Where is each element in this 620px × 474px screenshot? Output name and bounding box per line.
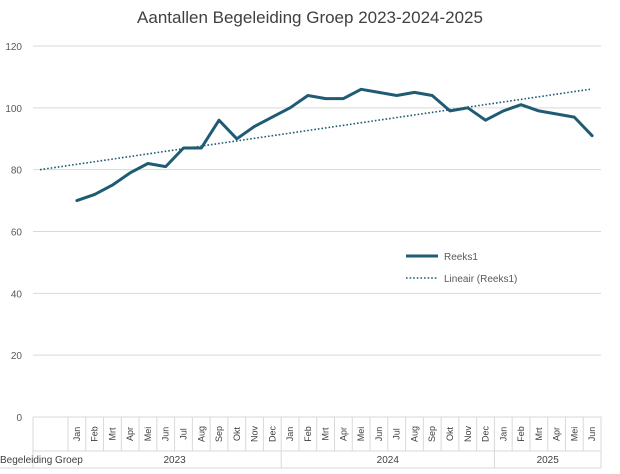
x-tick-label: Jul xyxy=(392,428,402,440)
x-tick-label: Apr xyxy=(552,427,562,441)
year-label: 2025 xyxy=(537,455,560,466)
x-tick-label: Apr xyxy=(338,427,348,441)
x-tick-label: Sep xyxy=(214,426,224,442)
x-tick-label: Apr xyxy=(125,427,135,441)
x-tick-label: Jul xyxy=(178,428,188,440)
x-tick-label: Dec xyxy=(481,426,491,443)
x-tick-label: Aug xyxy=(409,426,419,442)
x-tick-label: Mei xyxy=(143,427,153,442)
x-tick-label: Mrt xyxy=(321,427,331,440)
x-tick-label: Mrt xyxy=(107,427,117,440)
series-lines xyxy=(75,87,594,203)
legend: Reeks1 Lineair (Reeks1) xyxy=(406,252,517,285)
year-label: 2024 xyxy=(377,455,400,466)
gridlines xyxy=(33,45,601,418)
x-tick-label: Aug xyxy=(196,426,206,442)
trendline-line xyxy=(39,88,591,171)
x-tick-label: Jan xyxy=(498,427,508,442)
chart-title: Aantallen Begeleiding Groep 2023-2024-20… xyxy=(137,8,483,27)
x-tick-label: Dec xyxy=(267,426,277,443)
x-tick-label: Jun xyxy=(161,427,171,442)
x-tick-label: Nov xyxy=(250,426,260,443)
x-tick-label: Mei xyxy=(569,427,579,442)
trendline xyxy=(39,88,591,171)
y-tick-label: 120 xyxy=(5,42,22,53)
x-tick-label: Feb xyxy=(90,426,100,442)
x-axis: Jan Feb Mrt Apr Mei Jun Jul Aug Sep Okt Nov Dec Jan F… xyxy=(0,417,602,469)
y-tick-label: 100 xyxy=(5,104,22,115)
legend-label-series: Reeks1 xyxy=(444,252,478,263)
x-tick-label: Okt xyxy=(445,427,455,442)
x-tick-label: Feb xyxy=(303,426,313,442)
y-tick-label: 60 xyxy=(11,228,23,239)
y-tick-label: 80 xyxy=(11,166,23,177)
x-tick-label: Jan xyxy=(285,427,295,442)
x-tick-label: Jun xyxy=(587,427,597,442)
x-tick-label: Nov xyxy=(463,426,473,443)
y-tick-label: 20 xyxy=(11,351,23,362)
series-line xyxy=(75,87,594,203)
year-label: 2023 xyxy=(163,455,186,466)
x-tick-label: Mei xyxy=(356,427,366,442)
x-tick-label: Jun xyxy=(374,427,384,442)
x-tick-label: Feb xyxy=(516,426,526,442)
y-tick-label: 0 xyxy=(16,413,22,424)
x-tick-label: Okt xyxy=(232,427,242,442)
legend-label-trendline: Lineair (Reeks1) xyxy=(444,274,517,285)
y-axis-ticks: 0 20 40 60 80 100 120 xyxy=(5,42,22,424)
x-tick-label: Mrt xyxy=(534,427,544,440)
x-tick-label: Sep xyxy=(427,426,437,442)
x-tick-label: Jan xyxy=(72,427,82,442)
y-tick-label: 40 xyxy=(11,289,23,300)
category-group-label: Begeleiding Groep xyxy=(0,455,83,466)
